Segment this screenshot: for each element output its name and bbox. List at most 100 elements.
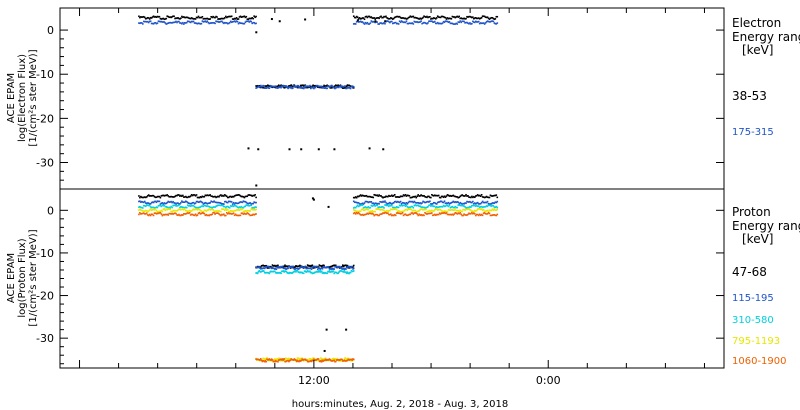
proton-point-795-1193 [177, 209, 179, 211]
electron-point-38-53 [175, 17, 177, 19]
proton-point-310-580 [210, 206, 212, 209]
proton-point-1060-1900 [480, 213, 483, 216]
proton-point-795-1193 [478, 208, 481, 210]
proton-point-115-195 [468, 201, 470, 203]
proton-point-795-1193 [485, 210, 488, 212]
proton-point-115-195 [455, 201, 458, 204]
proton-point-795-1193 [412, 209, 415, 212]
proton-ylabel-line1: ACE EPAM [6, 253, 17, 303]
proton-point-795-1193 [379, 209, 381, 211]
proton-point-47-68 [232, 196, 235, 198]
proton-point-47-68 [353, 196, 356, 199]
proton-point-47-68 [422, 195, 424, 197]
time-x-axis: 12:00 0:00 [79, 8, 705, 387]
proton-point-115-195 [475, 203, 477, 205]
electron-point-175-315 [152, 23, 155, 25]
proton-point-115-195 [425, 201, 427, 204]
proton-point-795-1193 [386, 209, 388, 212]
proton-point-310-580 [164, 205, 167, 208]
proton-point-795-1193 [461, 210, 463, 213]
proton-point-1060-1900 [169, 212, 171, 215]
proton-point-795-1193 [219, 210, 221, 213]
proton-point-47-68 [156, 195, 159, 198]
electron-point-175-315 [494, 22, 497, 25]
electron-point-175-315 [251, 22, 253, 25]
proton-point-115-195 [421, 202, 423, 204]
proton-point-47-68 [198, 196, 201, 199]
electron-point-38-53 [479, 17, 482, 20]
electron-point-175-315 [428, 20, 430, 23]
electron-point-38-53 [478, 17, 481, 20]
proton-point-795-1193 [199, 209, 202, 212]
proton-point-115-195 [143, 200, 146, 203]
proton-point-115-195 [255, 201, 257, 204]
proton-point-47-68 [168, 195, 170, 198]
electron-point-175-315 [364, 21, 367, 24]
proton-point-115-195 [207, 202, 210, 205]
proton-point-1060-1900 [246, 212, 249, 214]
proton-point-1060-1900 [396, 212, 399, 214]
electron-point-38-53 [255, 15, 257, 18]
electron-point-38-53 [221, 17, 223, 20]
proton-point-47-68 [143, 196, 146, 198]
proton-point-1060-1900 [317, 358, 320, 360]
electron-point-175-315 [457, 21, 460, 23]
electron-outlier-point [368, 147, 371, 150]
electron-point-38-53 [411, 15, 414, 18]
proton-point-115-195 [459, 201, 461, 204]
proton-point-47-68 [456, 196, 459, 198]
electron-point-38-53 [385, 15, 387, 18]
proton-point-115-195 [263, 267, 266, 270]
proton-point-115-195 [167, 200, 170, 203]
proton-point-1060-1900 [394, 214, 397, 217]
proton-point-310-580 [165, 206, 168, 208]
proton-point-115-195 [138, 200, 140, 203]
proton-point-795-1193 [158, 210, 161, 213]
proton-point-310-580 [428, 204, 430, 207]
proton-point-115-195 [384, 200, 386, 202]
proton-point-1060-1900 [201, 212, 204, 214]
proton-point-310-580 [443, 205, 446, 208]
proton-point-795-1193 [180, 208, 182, 211]
proton-point-310-580 [398, 204, 401, 207]
proton-point-115-195 [476, 201, 479, 204]
proton-point-795-1193 [354, 210, 357, 212]
proton-point-1060-1900 [156, 212, 159, 215]
proton-point-310-580 [149, 206, 152, 208]
proton-point-1060-1900 [251, 214, 253, 216]
proton-point-310-580 [469, 205, 471, 208]
proton-point-47-68 [411, 196, 414, 199]
proton-point-1060-1900 [144, 213, 147, 215]
proton-point-310-580 [490, 205, 493, 207]
proton-point-795-1193 [370, 210, 373, 213]
electron-point-175-315 [438, 22, 441, 25]
electron-legend-subtitle: Energy range [732, 30, 800, 44]
proton-point-115-195 [416, 201, 419, 204]
proton-point-47-68 [444, 196, 447, 198]
proton-legend-310-580: 310-580 [732, 315, 774, 326]
electron-point-175-315 [488, 21, 491, 23]
proton-point-115-195 [360, 203, 363, 205]
proton-point-1060-1900 [386, 212, 388, 215]
proton-point-310-580 [326, 272, 328, 275]
proton-point-115-195 [410, 200, 413, 203]
proton-point-47-68 [437, 194, 440, 197]
proton-point-310-580 [420, 206, 422, 208]
proton-point-1060-1900 [281, 359, 283, 361]
proton-point-795-1193 [235, 209, 238, 211]
proton-point-1060-1900 [234, 213, 237, 216]
proton-point-795-1193 [231, 210, 234, 213]
proton-point-795-1193 [410, 208, 413, 211]
electron-point-38-53 [412, 15, 415, 18]
proton-point-47-68 [389, 195, 391, 197]
electron-point-175-315 [403, 21, 406, 23]
proton-point-47-68 [443, 195, 446, 198]
proton-point-795-1193 [491, 208, 494, 210]
electron-outlier-point [278, 20, 281, 23]
electron-point-175-315 [320, 85, 323, 88]
electron-point-38-53 [217, 18, 219, 20]
proton-point-310-580 [306, 269, 309, 272]
proton-point-1060-1900 [442, 212, 445, 214]
electron-outlier-point [384, 20, 387, 23]
proton-point-115-195 [475, 202, 478, 204]
